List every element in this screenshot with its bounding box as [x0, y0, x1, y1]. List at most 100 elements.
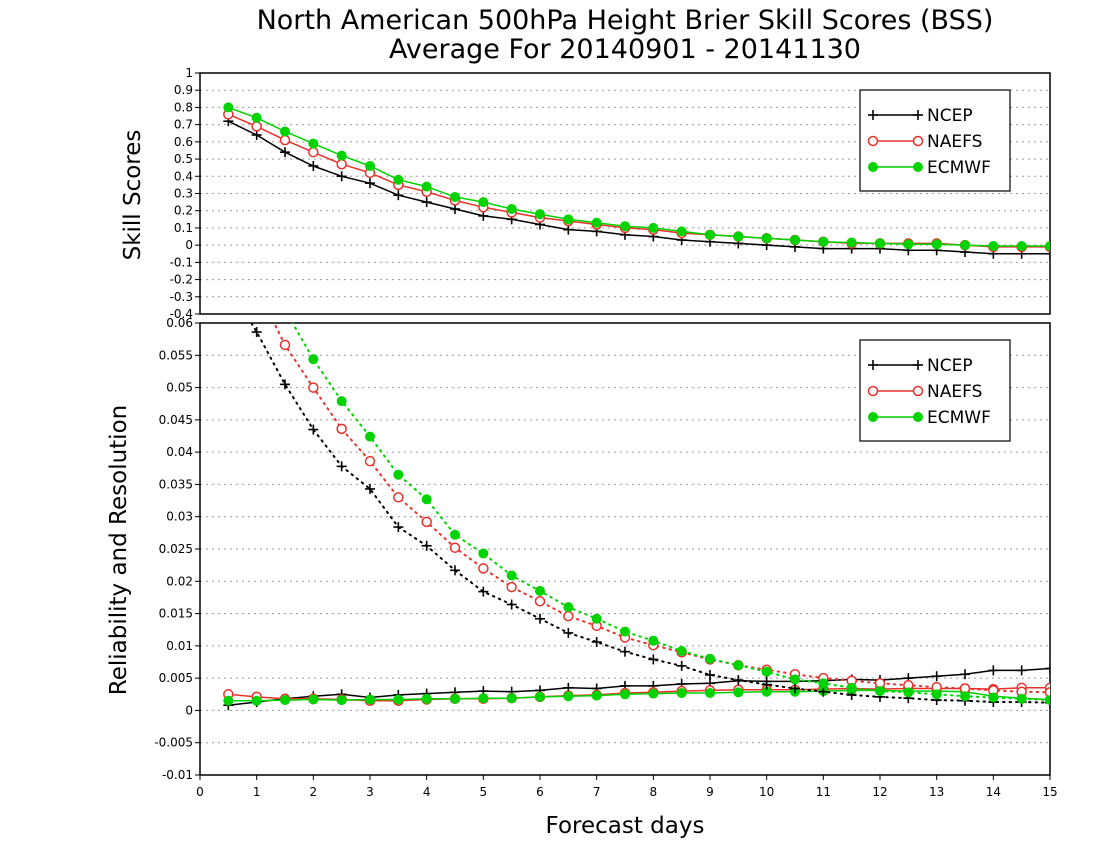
- y-tick-label: 0.3: [174, 187, 193, 201]
- reliability-resolution-panel: -0.01 -0.005 0 0.005 0.01 0.015 0.02 0.025 0.03 0…: [154, 222, 1051, 782]
- y-tick-label: 0.2: [174, 204, 193, 218]
- data-point-ncep: [365, 483, 375, 494]
- data-point-ecmwf: [903, 239, 914, 250]
- data-point-naefs: [563, 610, 574, 622]
- data-point-ecmwf: [903, 687, 914, 698]
- data-point-ecmwf: [875, 238, 885, 249]
- plot-frame: [199, 72, 1051, 315]
- data-point-ncep: [988, 665, 999, 676]
- data-point-ncep: [251, 129, 262, 140]
- data-point-ncep: [506, 599, 517, 610]
- data-point-ncep: [790, 683, 800, 694]
- y-tick-label: 0.01: [166, 639, 193, 653]
- data-point-ncep: [705, 669, 715, 680]
- data-point-ecmwf: [393, 694, 404, 705]
- data-point-ecmwf: [620, 626, 630, 637]
- data-point-ncep: [733, 675, 744, 686]
- data-point-ecmwf: [450, 693, 460, 704]
- y-tick-label: -0.4: [170, 307, 193, 321]
- y-tick-label: 0.5: [174, 152, 193, 166]
- data-point-ecmwf: [450, 191, 460, 202]
- data-point-ecmwf: [931, 239, 942, 250]
- data-point-ecmwf: [960, 240, 970, 251]
- y-tick-label: 0.6: [174, 135, 193, 149]
- data-point-ecmwf: [733, 231, 744, 242]
- x-tick-label: 2: [310, 785, 318, 799]
- data-point-ncep: [535, 613, 545, 624]
- legend: NCEP NAEFS ECMWF: [859, 89, 1011, 192]
- legend: NCEP NAEFS ECMWF: [859, 339, 1011, 442]
- data-point-ecmwf: [223, 695, 234, 706]
- data-point-ecmwf: [365, 431, 375, 442]
- data-point-ecmwf: [1016, 241, 1027, 252]
- data-point-ecmwf: [591, 613, 602, 624]
- data-point-ecmwf: [705, 653, 715, 664]
- y-tick-label: 0.1: [174, 221, 193, 235]
- data-point-ncep: [308, 160, 319, 171]
- data-point-ecmwf: [591, 690, 602, 701]
- data-point-ncep: [818, 686, 829, 697]
- y-tick-label: 1: [185, 66, 193, 80]
- data-point-ncep: [308, 424, 319, 435]
- y-tick-label: 0.06: [166, 316, 193, 330]
- x-tick-label: 13: [929, 785, 944, 799]
- series-line-ecmwf-dotted: [291, 323, 1050, 702]
- x-tick-label: 4: [423, 785, 431, 799]
- chart-title-line2: Average For 20140901 - 20141130: [389, 34, 861, 65]
- y-tick-label: -0.3: [170, 290, 193, 304]
- legend-entry-ecmwf: ECMWF: [868, 158, 991, 178]
- data-point-naefs: [506, 581, 517, 593]
- data-point-ecmwf: [563, 602, 574, 613]
- data-point-naefs: [336, 423, 347, 435]
- data-point-ncep: [280, 147, 290, 158]
- y-tick-label: 0.04: [166, 445, 193, 459]
- x-tick-label: 10: [759, 785, 774, 799]
- data-point-ecmwf: [875, 686, 885, 697]
- y-tick-label: 0.025: [159, 542, 193, 556]
- data-point-ecmwf: [506, 203, 517, 214]
- legend-entry-naefs: NAEFS: [867, 382, 982, 402]
- data-point-ncep: [478, 210, 489, 221]
- y-tick-label: -0.2: [170, 273, 193, 287]
- data-point-ecmwf: [478, 693, 489, 704]
- data-point-naefs: [224, 222, 233, 231]
- x-tick-label: 14: [986, 785, 1001, 799]
- data-point-ncep: [251, 327, 262, 338]
- data-point-naefs: [308, 146, 319, 158]
- data-point-ecmwf: [421, 181, 432, 192]
- legend-label: NAEFS: [927, 382, 982, 402]
- y-tick-label: 0.045: [159, 413, 193, 427]
- data-point-naefs: [1044, 687, 1050, 698]
- data-point-ncep: [1045, 663, 1050, 674]
- data-point-ecmwf: [761, 686, 772, 697]
- data-point-ecmwf: [251, 112, 262, 123]
- x-axis: 0 1 2 3 4 5 6 7 8 9 10 11 12 13 14 15: [196, 775, 1058, 799]
- x-tick-label: 12: [872, 785, 887, 799]
- top-y-axis-label: Skill Scores: [120, 130, 146, 261]
- data-point-ecmwf: [988, 692, 999, 703]
- legend-label: ECMWF: [927, 158, 991, 178]
- x-tick-label: 9: [706, 785, 714, 799]
- legend-label: ECMWF: [927, 408, 991, 428]
- data-point-ecmwf: [308, 138, 319, 149]
- x-tick-label: 3: [366, 785, 374, 799]
- data-point-ecmwf: [1016, 693, 1027, 704]
- data-point-ecmwf: [563, 691, 574, 702]
- data-point-ecmwf: [336, 695, 347, 706]
- data-point-ncep: [761, 679, 772, 690]
- data-point-naefs: [478, 563, 489, 574]
- data-point-ecmwf: [308, 354, 319, 365]
- legend-label: NCEP: [927, 356, 973, 376]
- data-point-ncep: [478, 586, 489, 597]
- data-point-ncep: [365, 178, 375, 189]
- y-tick-label: -0.01: [162, 768, 193, 782]
- skill-score-panel: -0.4 -0.3 -0.2 -0.1 0 0.1 0.2 0.3 0.4 0.5 0.6 0.7 0.…: [170, 66, 1051, 321]
- data-point-ecmwf: [790, 234, 800, 245]
- y-tick-label: 0.7: [174, 118, 193, 132]
- data-point-ecmwf: [988, 241, 999, 252]
- legend-entry-ncep: NCEP: [868, 106, 973, 126]
- data-point-ecmwf: [846, 237, 857, 248]
- data-point-ecmwf: [733, 687, 744, 698]
- data-point-naefs: [449, 542, 461, 553]
- data-point-ncep: [563, 627, 574, 638]
